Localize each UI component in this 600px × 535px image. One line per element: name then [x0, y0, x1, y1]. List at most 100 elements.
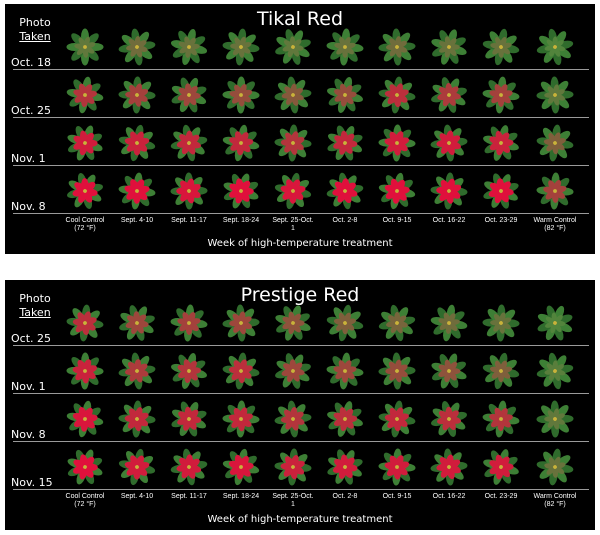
plant-photo — [117, 304, 157, 342]
photo-label-line: Photo — [19, 16, 51, 29]
plant-photo — [221, 28, 261, 66]
photo-taken-label: Photo Taken — [9, 292, 61, 320]
plant-photo — [535, 76, 575, 114]
plant-photo — [273, 448, 313, 486]
taken-label-line: Taken — [19, 30, 51, 43]
plant-photo — [221, 124, 261, 162]
plant-photo — [65, 352, 105, 390]
date-label: Oct. 25 — [11, 332, 52, 345]
treatment-label: Oct. 16-22 — [432, 493, 466, 500]
plant-photo — [117, 400, 157, 438]
row-separator — [13, 165, 589, 166]
photo-taken-label: Photo Taken — [9, 16, 61, 44]
date-label: Oct. 18 — [11, 56, 52, 69]
taken-label-line: Taken — [19, 306, 51, 319]
plant-photo — [429, 172, 469, 210]
plant-photo — [117, 172, 157, 210]
plant-photo — [221, 76, 261, 114]
plant-photo — [535, 448, 575, 486]
date-label: Nov. 1 — [11, 380, 46, 393]
treatment-label: Sept. 11-17 — [171, 217, 207, 224]
plant-photo — [273, 124, 313, 162]
plant-photo — [273, 352, 313, 390]
plant-photo — [221, 352, 261, 390]
plant-photo — [117, 28, 157, 66]
plant-photo — [481, 124, 521, 162]
panel-title: Tikal Red — [256, 8, 344, 30]
treatment-label: Sept. 4-10 — [120, 493, 154, 500]
plant-photo — [429, 124, 469, 162]
plant-photo — [65, 448, 105, 486]
plant-photo — [481, 352, 521, 390]
tikal-red-panel: Tikal Red Photo Taken Oct. 18 Oct. 25 No… — [5, 4, 595, 254]
plant-photo — [325, 400, 365, 438]
plant-photo — [535, 352, 575, 390]
date-label: Nov. 8 — [11, 428, 46, 441]
treatment-label: Oct. 2-8 — [332, 217, 358, 224]
plant-photo — [169, 352, 209, 390]
plant-photo — [535, 304, 575, 342]
treatment-label: Oct. 23-29 — [484, 217, 518, 224]
treatment-label: Oct. 2-8 — [332, 493, 358, 500]
plant-photo — [325, 172, 365, 210]
plant-photo — [221, 172, 261, 210]
plant-photo — [377, 28, 417, 66]
date-label: Nov. 8 — [11, 200, 46, 213]
plant-photo — [169, 76, 209, 114]
treatment-label: Sept. 25-Oct. 1 — [272, 217, 314, 232]
plant-photo — [117, 352, 157, 390]
plant-photo — [169, 172, 209, 210]
plant-photo — [221, 304, 261, 342]
row-separator — [13, 393, 589, 394]
treatment-label: Warm Control (82 °F) — [533, 493, 577, 508]
date-label: Nov. 1 — [11, 152, 46, 165]
axis-title: Week of high-temperature treatment — [207, 238, 393, 249]
plant-photo — [377, 448, 417, 486]
date-label: Oct. 25 — [11, 104, 52, 117]
treatment-label: Warm Control (82 °F) — [533, 217, 577, 232]
plant-photo — [117, 448, 157, 486]
plant-photo — [117, 124, 157, 162]
prestige-red-panel: Prestige Red Photo Taken Oct. 25 Nov. 1 … — [5, 280, 595, 530]
plant-photo — [481, 304, 521, 342]
plant-photo — [273, 76, 313, 114]
row-separator — [13, 69, 589, 70]
plant-photo — [169, 304, 209, 342]
plant-photo — [535, 124, 575, 162]
row-separator — [13, 489, 589, 490]
plant-photo — [221, 448, 261, 486]
treatment-label: Sept. 18-24 — [222, 493, 260, 500]
plant-photo — [273, 400, 313, 438]
plant-photo — [377, 304, 417, 342]
plant-photo — [429, 352, 469, 390]
plant-photo — [481, 76, 521, 114]
photo-label-line: Photo — [19, 292, 51, 305]
panel-title: Prestige Red — [240, 284, 360, 306]
treatment-label: Sept. 4-10 — [120, 217, 154, 224]
plant-photo — [429, 28, 469, 66]
plant-photo — [377, 124, 417, 162]
row-separator — [13, 441, 589, 442]
plant-photo — [429, 448, 469, 486]
plant-photo — [65, 172, 105, 210]
plant-photo — [65, 124, 105, 162]
plant-photo — [535, 28, 575, 66]
row-separator — [13, 117, 589, 118]
plant-photo — [325, 304, 365, 342]
plant-photo — [325, 28, 365, 66]
plant-photo — [325, 76, 365, 114]
plant-photo — [377, 172, 417, 210]
plant-photo — [429, 400, 469, 438]
plant-photo — [377, 352, 417, 390]
treatment-label: Sept. 11-17 — [171, 493, 207, 500]
plant-photo — [429, 76, 469, 114]
plant-photo — [325, 124, 365, 162]
plant-photo — [535, 400, 575, 438]
plant-photo — [169, 400, 209, 438]
plant-photo — [481, 172, 521, 210]
treatment-label: Oct. 9-15 — [382, 493, 412, 500]
plant-photo — [273, 28, 313, 66]
plant-photo — [273, 172, 313, 210]
treatment-label: Sept. 25-Oct. 1 — [272, 493, 314, 508]
plant-photo — [169, 448, 209, 486]
